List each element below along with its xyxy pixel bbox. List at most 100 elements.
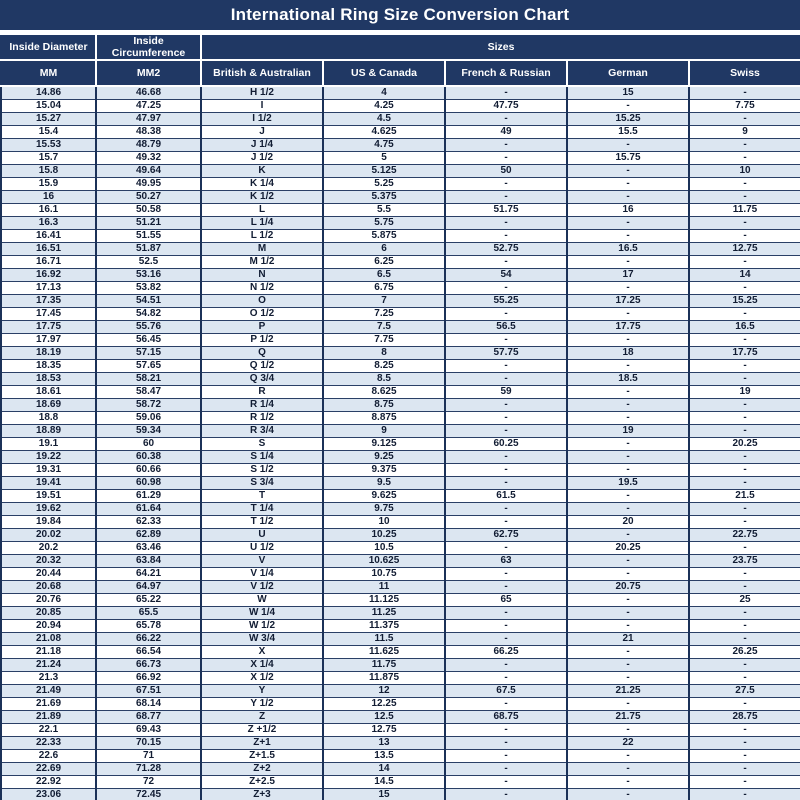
table-cell: 20.75 (566, 579, 690, 594)
table-cell: 52.75 (444, 241, 568, 256)
table-cell: 66.22 (95, 631, 202, 646)
table-cell: - (687, 371, 800, 386)
table-cell: 8.25 (322, 358, 446, 373)
table-cell: - (566, 410, 690, 425)
table-row: 16.3 51.21 L 1/4 5.75- - - (0, 215, 800, 230)
table-cell: 21.49 (0, 683, 97, 698)
table-cell: 19 (566, 423, 690, 438)
table-cell: - (444, 748, 568, 763)
table-cell: P (200, 319, 324, 334)
table-cell: 19.84 (0, 514, 97, 529)
table-cell: 20.85 (0, 605, 97, 620)
table-cell: 17.75 (687, 345, 800, 360)
table-cell: 60 (95, 436, 202, 451)
table-cell: 6.5 (322, 267, 446, 282)
column-header-row: MM MM2 British & Australian US & Canada Fren… (0, 59, 800, 87)
table-cell: 72 (95, 774, 202, 789)
table-row: 21.18 66.54 X 11.625 66.25-26.25 (0, 644, 800, 659)
table-cell: Q (200, 345, 324, 360)
table-row: 18.19 57.15 Q 8 57.75 18 17.75 (0, 345, 800, 360)
column-header-british-australian: British & Australian (200, 59, 324, 87)
table-row: 17.45 54.82 O 1/2 7.25- - - (0, 306, 800, 321)
table-row: 16.41 51.55 L 1/2 5.875- - - (0, 228, 800, 243)
table-cell: - (687, 423, 800, 438)
table-cell: - (444, 228, 568, 243)
table-cell: 67.5 (444, 683, 568, 698)
table-cell: 28.75 (687, 709, 800, 724)
table-cell: - (687, 748, 800, 763)
table-cell: - (687, 774, 800, 789)
table-cell: - (444, 111, 568, 126)
table-cell: - (566, 98, 690, 113)
table-cell: 15.27 (0, 111, 97, 126)
group-header-inside-diameter: Inside Diameter (0, 33, 97, 61)
table-body: 14.86 46.68 H 1/2 4-15-15.04 47.25 I 4.25 47.75… (0, 85, 800, 800)
table-row: 19.41 60.98 S 3/4 9.5-19.5- (0, 475, 800, 490)
table-cell: - (444, 462, 568, 477)
table-cell: 17.25 (566, 293, 690, 308)
table-cell: 18.35 (0, 358, 97, 373)
table-row: 19.31 60.66 S 1/2 9.375- - - (0, 462, 800, 477)
table-cell: 65.22 (95, 592, 202, 607)
table-cell: - (687, 787, 800, 800)
table-cell: 9 (322, 423, 446, 438)
table-cell: 66.92 (95, 670, 202, 685)
table-cell: 16.5 (687, 319, 800, 334)
table-cell: 18.5 (566, 371, 690, 386)
table-cell: 50 (444, 163, 568, 178)
table-cell: 58.72 (95, 397, 202, 412)
table-cell: 7.75 (687, 98, 800, 113)
table-cell: 50.58 (95, 202, 202, 217)
table-cell: 27.5 (687, 683, 800, 698)
table-cell: 10.75 (322, 566, 446, 581)
table-cell: S 1/4 (200, 449, 324, 464)
table-cell: 68.77 (95, 709, 202, 724)
table-row: 20.02 62.89 U 10.25 62.75-22.75 (0, 527, 800, 542)
table-row: 22.6 71 Z+1.5 13.5- - - (0, 748, 800, 763)
table-row: 20.68 64.97 V 1/2 11-20.75- (0, 579, 800, 594)
table-cell: 8.75 (322, 397, 446, 412)
table-cell: - (687, 735, 800, 750)
table-cell: Z+1 (200, 735, 324, 750)
table-cell: 26.25 (687, 644, 800, 659)
table-cell: - (566, 397, 690, 412)
page-title: International Ring Size Conversion Chart (0, 0, 800, 30)
table-cell: U 1/2 (200, 540, 324, 555)
table-cell: 23.06 (0, 787, 97, 800)
table-cell: - (566, 605, 690, 620)
table-cell: 66.25 (444, 644, 568, 659)
table-cell: 60.66 (95, 462, 202, 477)
table-cell: 17.13 (0, 280, 97, 295)
table-cell: - (687, 85, 800, 100)
table-cell: 64.21 (95, 566, 202, 581)
table-cell: 25 (687, 592, 800, 607)
table-cell: - (444, 306, 568, 321)
table-cell: 9.75 (322, 501, 446, 516)
table-cell: - (566, 228, 690, 243)
table-cell: - (687, 722, 800, 737)
table-cell: L 1/4 (200, 215, 324, 230)
table-cell: P 1/2 (200, 332, 324, 347)
table-cell: - (687, 176, 800, 191)
table-cell: 12 (322, 683, 446, 698)
table-cell: - (566, 163, 690, 178)
table-cell: Z (200, 709, 324, 724)
column-header-mm2: MM2 (95, 59, 202, 87)
column-header-swiss: Swiss (687, 59, 800, 87)
table-cell: 66.54 (95, 644, 202, 659)
table-row: 20.32 63.84 V 10.625 63-23.75 (0, 553, 800, 568)
table-cell: 18.8 (0, 410, 97, 425)
table-row: 17.35 54.51 O 7 55.25 17.25 15.25 (0, 293, 800, 308)
table-cell: 15.4 (0, 124, 97, 139)
table-row: 21.69 68.14 Y 1/2 12.25- - - (0, 696, 800, 711)
table-cell: M (200, 241, 324, 256)
table-row: 22.69 71.28 Z+2 14- - - (0, 761, 800, 776)
table-cell: 21.3 (0, 670, 97, 685)
table-cell: 61.64 (95, 501, 202, 516)
table-row: 15.7 49.32 J 1/2 5-15.75- (0, 150, 800, 165)
table-cell: 11.375 (322, 618, 446, 633)
table-cell: 21.08 (0, 631, 97, 646)
table-cell: 11.125 (322, 592, 446, 607)
table-cell: 50.27 (95, 189, 202, 204)
table-cell: - (444, 540, 568, 555)
